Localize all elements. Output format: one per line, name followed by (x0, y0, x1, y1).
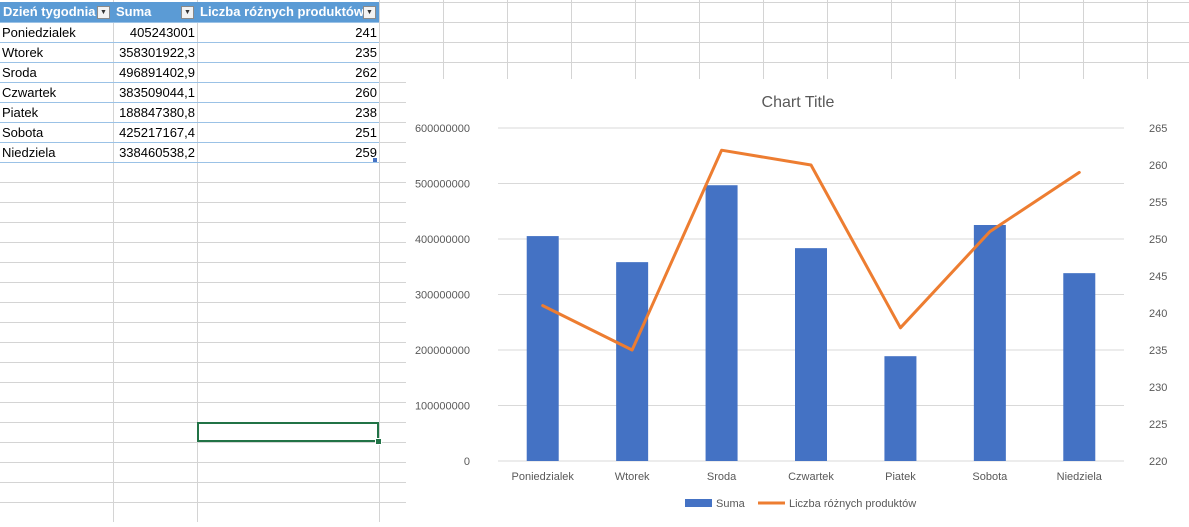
filter-dropdown-icon[interactable]: ▼ (181, 6, 194, 19)
x-tick-label: Czwartek (788, 471, 834, 483)
fill-handle[interactable] (375, 438, 382, 445)
line-point (631, 349, 633, 351)
x-tick-label: Niedziela (1057, 471, 1103, 483)
cell-day[interactable]: Czwartek (2, 85, 57, 100)
y-right-tick-label: 225 (1149, 419, 1167, 431)
header-label-suma: Suma (116, 4, 152, 19)
cell-count[interactable]: 241 (355, 25, 377, 40)
cell-suma[interactable]: 188847380,8 (119, 105, 195, 120)
cell-count[interactable]: 235 (355, 45, 377, 60)
y-right-tick-label: 240 (1149, 308, 1167, 320)
filter-dropdown-icon[interactable]: ▼ (97, 6, 110, 19)
bar-suma (973, 225, 1006, 461)
line-point (721, 149, 723, 151)
x-tick-label: Poniedzialek (512, 471, 575, 483)
bar-suma (1063, 273, 1096, 461)
line-point (1078, 171, 1080, 173)
line-point (989, 231, 991, 233)
cell-count[interactable]: 260 (355, 85, 377, 100)
cell-count[interactable]: 262 (355, 65, 377, 80)
y-right-tick-label: 250 (1149, 234, 1167, 246)
y-right-tick-label: 220 (1149, 456, 1167, 468)
table-header-count[interactable]: Liczba różnych produktów ▼ (197, 2, 379, 22)
legend-label-liczba: Liczba różnych produktów (789, 498, 916, 510)
y-right-tick-label: 255 (1149, 197, 1167, 209)
y-right-tick-label: 245 (1149, 271, 1167, 283)
chart-title[interactable]: Chart Title (762, 94, 835, 111)
cell-suma[interactable]: 383509044,1 (119, 85, 195, 100)
y-right-tick-label: 265 (1149, 123, 1167, 135)
cell-count[interactable]: 251 (355, 125, 377, 140)
y-right-tick-label: 260 (1149, 160, 1167, 172)
x-tick-label: Sobota (972, 471, 1008, 483)
bar-suma (526, 236, 559, 461)
filter-dropdown-icon[interactable]: ▼ (363, 6, 376, 19)
chart-legend: Suma Liczba różnych produktów (685, 498, 916, 510)
line-point (899, 327, 901, 329)
y-left-tick-label: 400000000 (415, 234, 470, 246)
line-point (542, 305, 544, 307)
cell-suma[interactable]: 358301922,3 (119, 45, 195, 60)
header-label-count: Liczba różnych produktów (200, 4, 364, 19)
combo-chart[interactable]: Chart Title 0 100000000 200000000 300000000… (406, 79, 1189, 522)
chart-object[interactable]: Chart Title 0 100000000 200000000 300000000… (406, 79, 1189, 522)
cell-suma[interactable]: 496891402,9 (119, 65, 195, 80)
y-left-tick-label: 200000000 (415, 345, 470, 357)
bar-suma (705, 185, 738, 461)
table-header-suma[interactable]: Suma ▼ (113, 2, 197, 22)
y-left-tick-label: 0 (464, 456, 470, 468)
y-left-tick-label: 100000000 (415, 401, 470, 413)
active-cell-selection[interactable] (197, 422, 379, 442)
cell-suma[interactable]: 405243001 (129, 25, 195, 40)
x-tick-label: Piatek (885, 471, 916, 483)
legend-swatch-suma (685, 499, 712, 507)
cell-count[interactable]: 259 (355, 145, 377, 160)
cell-day[interactable]: Piatek (2, 105, 39, 120)
legend-label-suma: Suma (716, 498, 746, 510)
bar-suma (616, 262, 649, 461)
table-resize-handle[interactable] (373, 158, 377, 162)
cell-day[interactable]: Poniedzialek (2, 25, 76, 40)
table-header-day[interactable]: Dzień tygodnia ▼ (0, 2, 113, 22)
bar-suma (795, 248, 827, 461)
cell-day[interactable]: Niedziela (2, 145, 56, 160)
line-point (810, 164, 812, 166)
x-tick-label: Wtorek (615, 471, 650, 483)
cell-day[interactable]: Sobota (2, 125, 44, 140)
cell-day[interactable]: Wtorek (2, 45, 44, 60)
bar-suma (884, 356, 917, 461)
cell-suma[interactable]: 425217167,4 (119, 125, 195, 140)
y-right-tick-label: 230 (1149, 382, 1167, 394)
y-left-tick-label: 500000000 (415, 179, 470, 191)
cell-day[interactable]: Sroda (2, 65, 37, 80)
cell-count[interactable]: 238 (355, 105, 377, 120)
y-right-tick-label: 235 (1149, 345, 1167, 357)
y-left-tick-label: 300000000 (415, 290, 470, 302)
header-label-day: Dzień tygodnia (3, 4, 96, 19)
y-left-tick-label: 600000000 (415, 123, 470, 135)
x-tick-label: Sroda (707, 471, 737, 483)
cell-suma[interactable]: 338460538,2 (119, 145, 195, 160)
